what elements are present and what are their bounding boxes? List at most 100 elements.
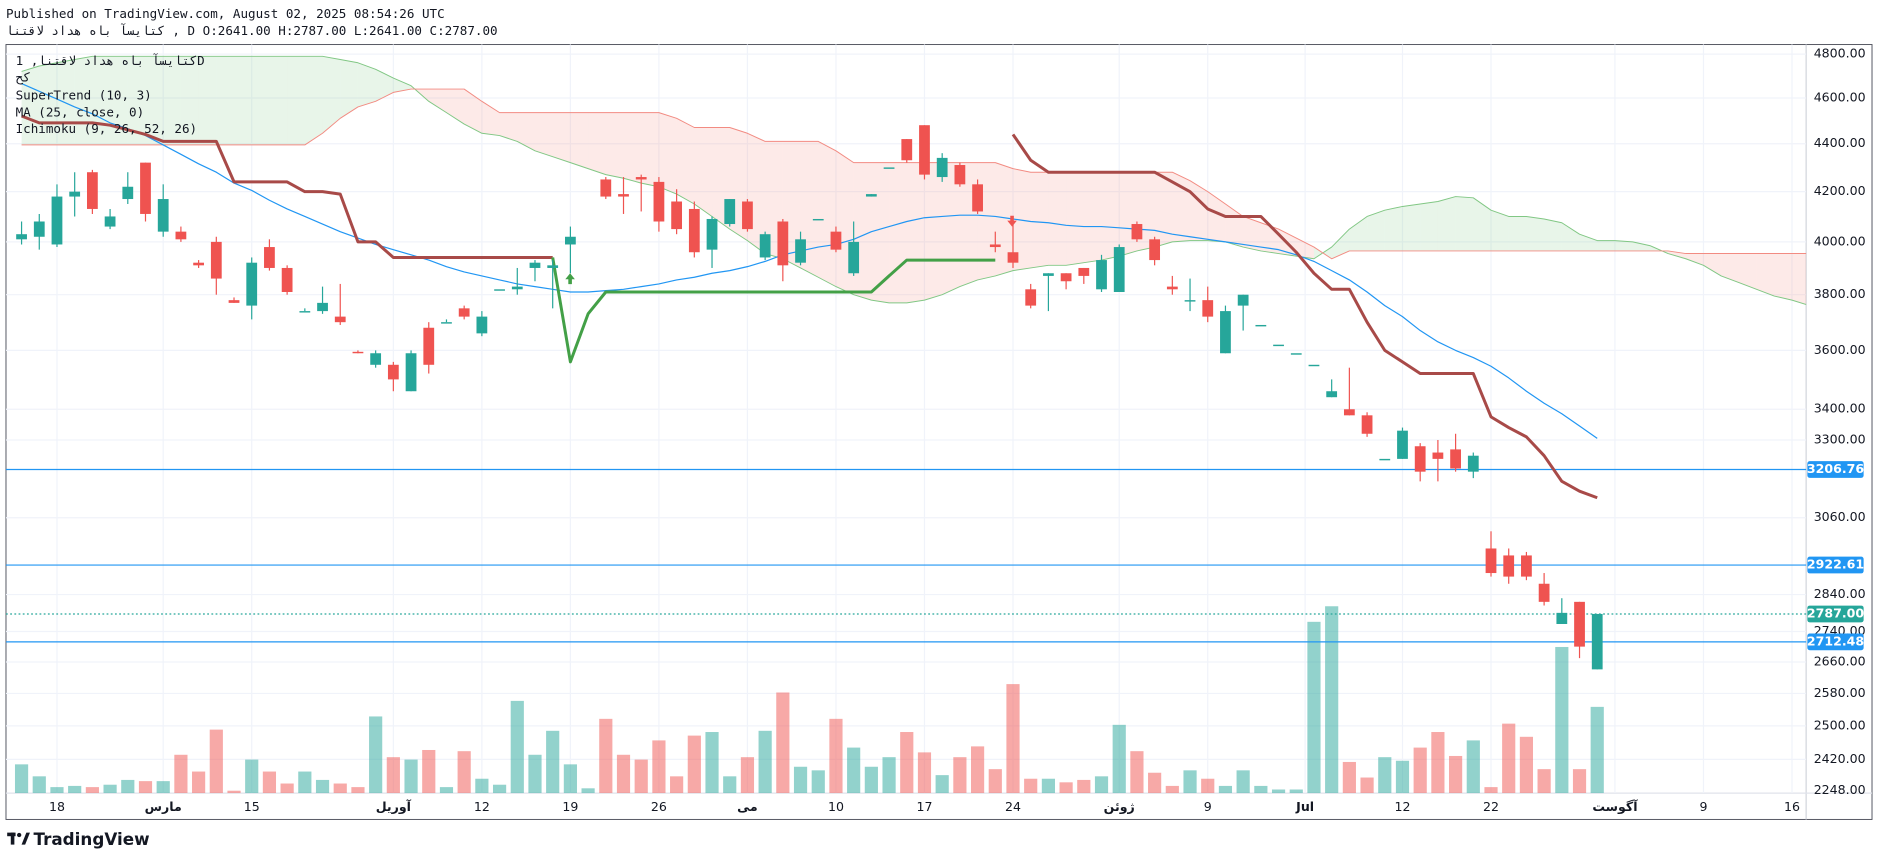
volume-bar: [616, 754, 631, 794]
volume-bar: [1431, 732, 1445, 794]
cloud-fill: [1048, 172, 1067, 266]
candle-body: [122, 186, 134, 200]
volume-bar: [386, 757, 400, 794]
cloud-fill: [251, 56, 270, 145]
candle-body: [16, 234, 27, 240]
x-tick-label: 17: [916, 799, 932, 814]
volume-bar: [510, 700, 524, 794]
price-label-box: [1807, 605, 1864, 623]
candle-body: [989, 244, 1001, 248]
candle-body: [972, 184, 983, 212]
candle-body: [1025, 289, 1037, 306]
candle-body: [565, 236, 576, 245]
volume-bar: [1572, 769, 1587, 794]
legend-supertrend: SuperTrend (10, 3): [16, 88, 152, 103]
candle-body: [618, 194, 629, 197]
candle-body: [1220, 311, 1231, 354]
volume-bar: [1041, 778, 1055, 794]
legend-ma: MA (25, close, 0): [16, 104, 145, 119]
cloud-fill: [889, 162, 907, 303]
candle-body: [865, 194, 877, 197]
volume-bar: [439, 787, 454, 794]
volume-bar: [634, 759, 648, 794]
candle-body: [1149, 239, 1161, 261]
volume-bar: [103, 784, 117, 794]
volume-bar: [1378, 757, 1392, 794]
y-tick-label: 4800.00: [1814, 46, 1866, 61]
cloud-fill: [818, 141, 836, 287]
legend-ichimoku: Ichimoku (9, 26, 52, 26): [16, 121, 198, 136]
candle-body: [1184, 300, 1196, 302]
cloud-fill: [499, 112, 518, 142]
cloud-fill: [110, 56, 128, 145]
volume-bar: [209, 729, 223, 794]
candle-body: [1521, 555, 1532, 577]
x-tick-label: می: [737, 799, 758, 814]
cloud-fill: [995, 162, 1013, 276]
volume-bar: [988, 769, 1002, 794]
volume-bar: [829, 718, 843, 794]
volume-bar: [227, 790, 241, 794]
volume-bar: [1130, 751, 1144, 794]
candle-body: [140, 162, 151, 214]
cloud-fill: [1579, 234, 1598, 251]
x-tick-label: 19: [562, 799, 578, 814]
volume-bar: [1307, 621, 1321, 794]
logo-dot: [17, 832, 22, 838]
candle-body: [1467, 455, 1479, 472]
candle-body: [1485, 548, 1497, 574]
volume-bar: [687, 735, 701, 794]
cloud-fill: [1349, 216, 1368, 251]
candle-body: [919, 125, 930, 175]
volume-bar: [1502, 723, 1516, 794]
candle-body: [688, 208, 700, 253]
volume-bar: [1466, 740, 1480, 794]
candle-body: [706, 218, 718, 250]
volume-bar: [1112, 724, 1126, 794]
cloud-fill: [198, 56, 217, 145]
cloud-fill: [605, 112, 624, 179]
candle-body: [246, 262, 258, 306]
volume-bar: [1059, 782, 1073, 794]
ichimoku-span-a: [21, 55, 1807, 306]
cloud-fill: [1119, 172, 1137, 257]
cloud-fill: [1066, 172, 1084, 266]
y-tick-label: 4200.00: [1814, 183, 1866, 198]
volume-bar: [1360, 777, 1374, 794]
candle-body: [848, 241, 860, 274]
x-tick-label: 10: [828, 799, 844, 814]
cloud-fill: [552, 112, 571, 163]
cloud-fill: [1632, 241, 1651, 251]
logo-slash: [21, 832, 30, 845]
cloud-fill: [658, 112, 677, 195]
candle-body: [1096, 260, 1107, 290]
cloud-fill: [588, 112, 606, 175]
cloud-fill: [853, 162, 872, 301]
candle-body: [1450, 449, 1461, 469]
cloud-fill: [1225, 203, 1244, 248]
volume-bar: [174, 754, 188, 794]
cloud-fill: [1791, 253, 1807, 305]
candle-body: [777, 221, 789, 266]
volume-bar: [1201, 778, 1215, 794]
candle-body: [954, 165, 966, 185]
volume-bar: [245, 759, 259, 794]
candle-body: [830, 231, 842, 250]
volume-bar: [138, 781, 153, 794]
volume-bar: [1484, 787, 1498, 794]
volume-bar: [563, 764, 577, 794]
y-tick-label: 3060.00: [1814, 509, 1866, 524]
volume-bar: [652, 740, 666, 794]
candle-body: [228, 300, 240, 303]
volume-bar: [85, 787, 99, 794]
x-tick-label: 9: [1699, 799, 1707, 814]
cloud-fill: [517, 112, 535, 151]
cloud-fill: [1544, 218, 1562, 251]
supertrend-down: [1011, 133, 1598, 500]
volume-bar: [1077, 779, 1091, 794]
x-tick-label: Jul: [1295, 799, 1314, 814]
candle-body: [1326, 391, 1338, 398]
candle-body: [1379, 458, 1391, 461]
price-label: 2787.00: [1807, 605, 1864, 620]
